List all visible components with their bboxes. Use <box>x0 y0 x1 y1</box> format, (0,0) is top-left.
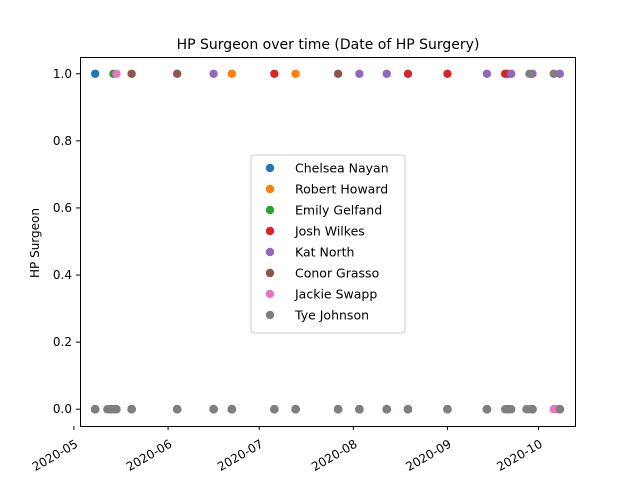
legend-marker <box>265 226 275 236</box>
data-point <box>291 405 300 414</box>
legend-label: Chelsea Nayan <box>295 161 389 176</box>
legend-marker <box>265 289 275 299</box>
data-point <box>528 405 537 414</box>
points-layer <box>90 69 565 414</box>
data-point <box>482 405 492 414</box>
data-point <box>172 405 182 414</box>
data-point <box>90 405 100 414</box>
y-axis-title: HP Surgeon <box>28 208 42 278</box>
legend-marker <box>265 310 275 320</box>
data-point <box>209 69 218 78</box>
data-point <box>403 405 413 414</box>
y-tick-label: 0.8 <box>53 134 72 148</box>
data-point <box>482 69 492 78</box>
legend-label: Conor Grasso <box>295 266 379 281</box>
y-tick-label: 0.2 <box>53 335 72 349</box>
data-point <box>127 405 136 414</box>
legend-label: Jackie Swapp <box>294 287 377 302</box>
chart-title: HP Surgeon over time (Date of HP Surgery… <box>177 37 480 53</box>
legend-label: Tye Johnson <box>294 308 369 323</box>
y-tick-label: 0.6 <box>53 201 72 215</box>
data-point <box>270 69 279 78</box>
data-point <box>443 69 452 78</box>
legend: Chelsea Nayan Robert Howard Emily Gelfand J… <box>250 154 406 334</box>
data-point <box>507 405 516 414</box>
legend-label: Emily Gelfand <box>295 203 382 218</box>
data-point <box>382 405 391 414</box>
legend-marker <box>265 247 275 257</box>
legend-marker <box>265 163 275 173</box>
data-point <box>443 405 452 414</box>
legend-label: Kat North <box>295 245 354 260</box>
data-point <box>112 405 121 414</box>
data-point <box>172 69 182 78</box>
data-point <box>333 69 343 78</box>
data-point <box>549 69 558 78</box>
data-point <box>525 69 534 78</box>
data-point <box>270 405 279 414</box>
data-point <box>209 405 218 414</box>
data-point <box>355 69 364 78</box>
data-point <box>127 69 136 78</box>
legend-marker <box>265 205 275 215</box>
y-axis-ticks: 0.0 0.2 0.4 0.6 0.8 1.0 <box>53 67 80 416</box>
data-point <box>333 405 343 414</box>
data-point <box>227 405 237 414</box>
series-7 <box>90 69 565 414</box>
y-tick-label: 1.0 <box>53 67 72 81</box>
data-point <box>227 69 237 78</box>
data-point <box>555 69 565 78</box>
legend-label: Josh Wilkes <box>294 224 365 239</box>
data-point <box>507 69 516 78</box>
legend-marker <box>265 268 275 278</box>
data-point <box>555 405 565 414</box>
legend-frame <box>250 154 406 334</box>
y-tick-label: 0.4 <box>53 268 72 282</box>
legend-label: Robert Howard <box>295 182 388 197</box>
plot-frame <box>80 57 576 427</box>
data-point <box>291 69 300 78</box>
legend-marker <box>265 184 275 194</box>
data-point <box>403 69 413 78</box>
data-point <box>90 69 100 78</box>
data-point <box>112 69 121 78</box>
data-point <box>382 69 391 78</box>
data-point <box>355 405 364 414</box>
y-tick-label: 0.0 <box>53 402 72 416</box>
